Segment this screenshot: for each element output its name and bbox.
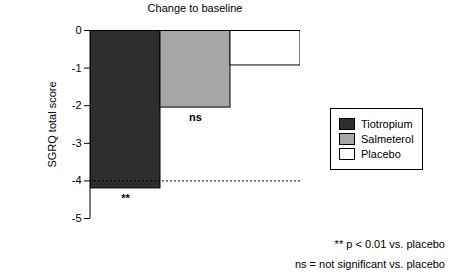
svg-text:SGRQ total score: SGRQ total score: [46, 81, 58, 167]
html-text:Change to baseline: Change to baseline: [147, 2, 243, 14]
svg-text:-3: -3: [72, 137, 82, 149]
html-text:Tiotropium: Tiotropium: [361, 118, 413, 130]
svg-text:-4: -4: [72, 174, 82, 186]
svg-text:-1: -1: [72, 62, 82, 74]
svg-text:ns: ns: [189, 111, 202, 123]
html-text:Placebo: Placebo: [361, 148, 401, 160]
svg-text:0: 0: [75, 24, 81, 36]
html-text:ns = not significant vs. place: ns = not significant vs. placebo: [294, 258, 445, 270]
html-text:** p < 0.01 vs. placebo: ** p < 0.01 vs. placebo: [334, 238, 445, 250]
svg-text:-5: -5: [72, 212, 82, 224]
svg-text:**: **: [121, 192, 130, 204]
html-text:Salmeterol: Salmeterol: [361, 133, 414, 145]
svg-text:-2: -2: [72, 99, 82, 111]
